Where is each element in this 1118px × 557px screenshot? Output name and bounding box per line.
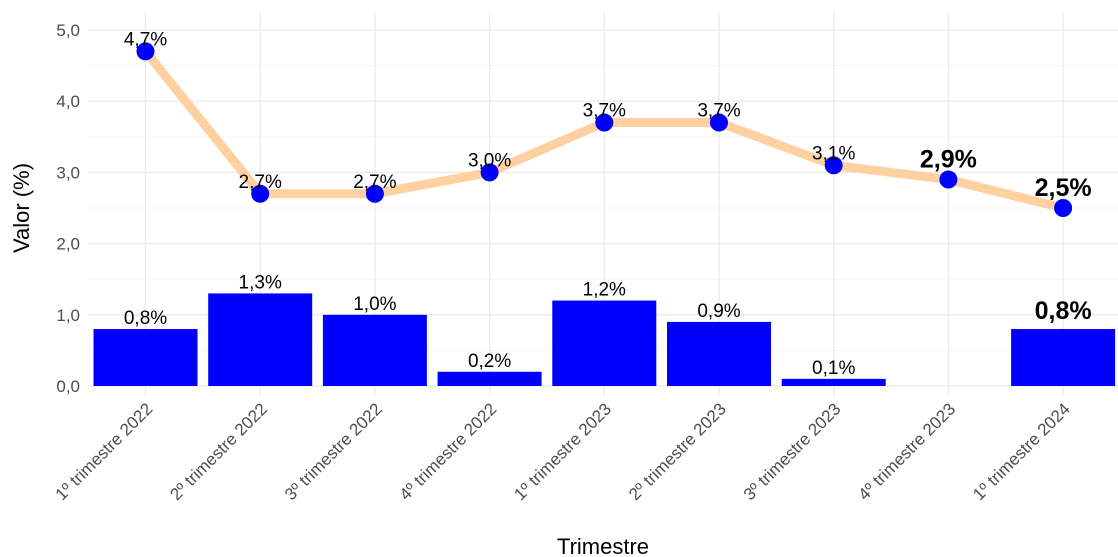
line-value-label: 2,5%: [1035, 174, 1092, 202]
bar-series: [93, 293, 1116, 386]
line-value-label: 2,7%: [353, 172, 396, 193]
x-tick-label: 1º trimestre 2024: [969, 399, 1074, 504]
x-tick-label: 1º trimestre 2022: [52, 399, 157, 504]
x-tick-label: 2º trimestre 2022: [166, 399, 271, 504]
bar: [208, 293, 313, 386]
bar: [781, 378, 886, 386]
line-point: [710, 113, 728, 132]
y-tick-label: 5,0: [56, 21, 80, 40]
y-tick-label: 3,0: [56, 163, 80, 182]
line-value-label: 2,7%: [239, 172, 282, 193]
line-value-label: 3,0%: [468, 150, 511, 171]
line-point: [824, 156, 843, 175]
bar: [322, 314, 427, 386]
bar: [93, 329, 198, 386]
y-tick-label: 0,0: [56, 377, 80, 396]
x-tick-label: 1º trimestre 2023: [510, 399, 615, 504]
x-tick-label: 3º trimestre 2023: [740, 399, 845, 504]
bar: [437, 371, 542, 386]
bar-value-label: 1,3%: [239, 272, 282, 293]
bar-value-label: 1,0%: [353, 294, 396, 315]
bar-value-label: 1,2%: [583, 280, 626, 301]
x-tick-label: 2º trimestre 2023: [625, 399, 730, 504]
bar-value-label: 0,8%: [124, 308, 167, 329]
y-tick-label: 1,0: [56, 306, 80, 325]
line-point: [480, 163, 499, 182]
x-tick-label: 4º trimestre 2022: [396, 399, 501, 504]
line-value-label: 2,9%: [920, 146, 977, 174]
y-axis-ticks: 0,0 1,0 2,0 3,0 4,0 5,0: [56, 21, 80, 396]
y-tick-label: 2,0: [56, 235, 80, 254]
data-labels: 0,8% 1,3% 1,0% 0,2% 1,2% 0,9% 0,1% 0,8% 4,7% 2,7%…: [124, 29, 1092, 379]
line-point: [365, 184, 384, 203]
line-point: [251, 184, 270, 203]
bar: [552, 300, 657, 386]
line-point: [136, 42, 155, 61]
line-point: [595, 113, 614, 132]
bar-value-label: 0,1%: [812, 358, 855, 379]
bar-value-label: 0,2%: [468, 351, 511, 372]
y-axis-title: Valor (%): [9, 163, 34, 253]
bar: [1011, 329, 1116, 386]
line-point: [1054, 199, 1073, 217]
x-tick-label: 3º trimestre 2022: [281, 399, 386, 504]
y-tick-label: 4,0: [56, 92, 80, 111]
line-points: [136, 42, 1073, 217]
x-tick-label: 4º trimestre 2023: [855, 399, 960, 504]
line-value-label: 4,7%: [124, 29, 167, 50]
x-axis-title: Trimestre: [557, 534, 649, 557]
line-value-label: 3,1%: [812, 143, 855, 164]
bar: [667, 321, 771, 386]
bar-value-label: 0,9%: [697, 301, 740, 322]
line-point: [939, 170, 958, 189]
x-axis-ticks: 1º trimestre 2022 2º trimestre 2022 3º tri…: [52, 399, 1074, 504]
line-value-label: 3,7%: [583, 101, 626, 122]
line-value-label: 3,7%: [697, 101, 740, 122]
bar-value-label: 0,8%: [1035, 297, 1092, 325]
